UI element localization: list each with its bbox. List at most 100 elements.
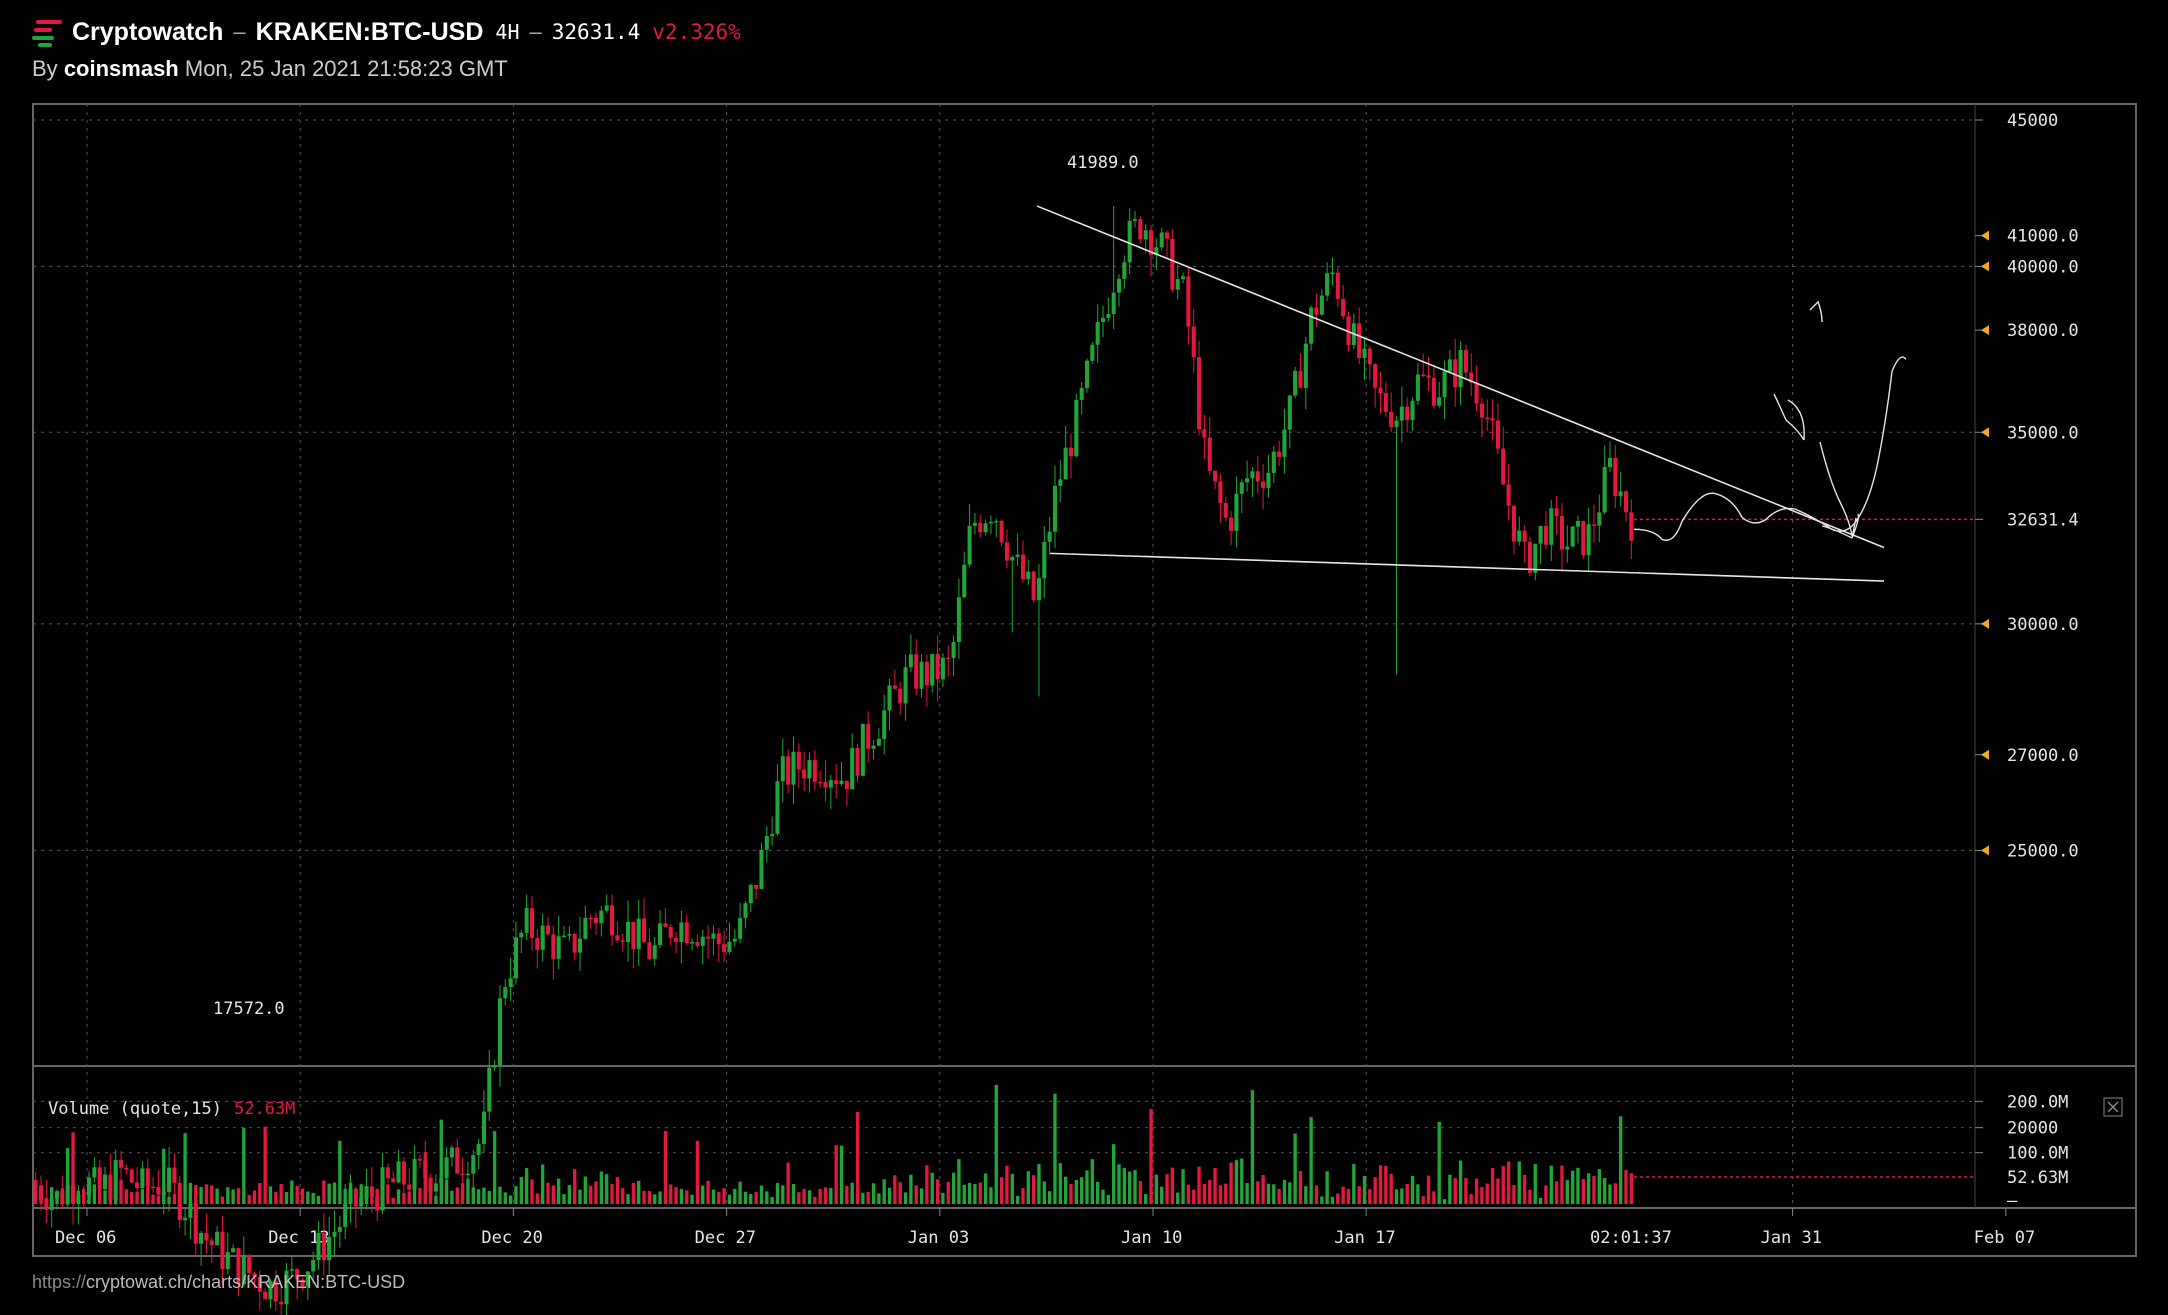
volume-bar bbox=[375, 1189, 379, 1204]
candle-body bbox=[956, 597, 961, 642]
candle-body bbox=[407, 1184, 412, 1190]
volume-bar bbox=[423, 1152, 427, 1204]
volume-bar bbox=[1602, 1178, 1607, 1204]
header-separator-2: – bbox=[529, 19, 542, 44]
chart-url[interactable]: https://cryptowat.ch/charts/KRAKEN:BTC-U… bbox=[32, 1272, 405, 1293]
author-name[interactable]: coinsmash bbox=[63, 56, 179, 81]
volume-bar bbox=[1314, 1185, 1319, 1204]
candle-body bbox=[1431, 377, 1436, 406]
volume-bar bbox=[103, 1190, 107, 1204]
volume-bar bbox=[877, 1193, 881, 1204]
candle-body bbox=[103, 1174, 108, 1190]
candle-body bbox=[706, 936, 711, 939]
candle-body bbox=[412, 1158, 417, 1190]
timeframe-label: 4H bbox=[495, 20, 520, 44]
candle-body bbox=[903, 667, 908, 704]
volume-bar bbox=[914, 1185, 918, 1204]
volume-bar bbox=[1416, 1184, 1420, 1204]
alert-marker-icon bbox=[1981, 749, 1989, 760]
volume-bar bbox=[524, 1167, 529, 1204]
candle-body bbox=[1229, 517, 1234, 531]
candle-body bbox=[914, 654, 919, 689]
candle-body bbox=[1250, 471, 1255, 479]
current-time-label: 02:01:37 bbox=[1590, 1228, 1672, 1248]
volume-bar bbox=[1421, 1196, 1425, 1204]
volume-bar bbox=[1250, 1090, 1255, 1204]
candle-body bbox=[172, 1167, 177, 1183]
volume-bar bbox=[1346, 1188, 1351, 1204]
volume-bar bbox=[1474, 1178, 1479, 1204]
candle-body bbox=[1074, 399, 1079, 457]
volume-bar bbox=[1410, 1175, 1415, 1204]
candle-body bbox=[1298, 370, 1303, 388]
candle-body bbox=[871, 745, 876, 749]
candle-body bbox=[738, 918, 743, 939]
candle-body bbox=[1031, 571, 1036, 601]
candle-body bbox=[951, 641, 956, 659]
candle-body bbox=[978, 522, 983, 533]
candle-body bbox=[1522, 530, 1527, 542]
candle-body bbox=[1058, 479, 1063, 486]
candle-body bbox=[1629, 512, 1634, 541]
volume-bar bbox=[1026, 1171, 1030, 1204]
volume-bar bbox=[1618, 1116, 1623, 1204]
volume-tick-label: 100.0M bbox=[2007, 1144, 2068, 1164]
candle-body bbox=[828, 780, 833, 788]
candle-body bbox=[460, 1173, 465, 1176]
candle-body bbox=[529, 908, 535, 938]
close-indicator-icon[interactable] bbox=[2103, 1097, 2123, 1117]
volume-bar bbox=[882, 1179, 886, 1204]
candle-body bbox=[1506, 484, 1511, 506]
volume-bar bbox=[514, 1186, 518, 1204]
volume-bar bbox=[861, 1192, 865, 1204]
volume-bar bbox=[1522, 1174, 1527, 1204]
volume-bar bbox=[626, 1194, 630, 1204]
volume-bar bbox=[306, 1191, 310, 1204]
candle-body bbox=[108, 1174, 113, 1200]
candle-body bbox=[231, 1248, 236, 1253]
candle-body bbox=[1186, 276, 1191, 327]
candle-body bbox=[289, 1269, 294, 1271]
volume-bar bbox=[178, 1188, 182, 1204]
candle-body bbox=[1501, 448, 1506, 485]
volume-bar bbox=[343, 1188, 347, 1204]
volume-bar bbox=[87, 1190, 91, 1204]
volume-bar bbox=[1224, 1183, 1228, 1204]
candle-body bbox=[156, 1186, 161, 1195]
candle-body bbox=[1330, 272, 1335, 275]
candle-body bbox=[1538, 526, 1543, 544]
volume-bar bbox=[759, 1185, 764, 1204]
candle-body bbox=[1591, 524, 1597, 526]
candle-body bbox=[764, 836, 769, 850]
brand-name[interactable]: Cryptowatch bbox=[72, 17, 224, 46]
candle-body bbox=[327, 1236, 332, 1261]
volume-bar bbox=[434, 1195, 438, 1204]
candle-body bbox=[999, 520, 1004, 543]
volume-bar bbox=[754, 1191, 758, 1204]
volume-bar bbox=[1613, 1183, 1617, 1204]
candle-body bbox=[1479, 403, 1484, 418]
candle-body bbox=[1421, 374, 1426, 377]
candle-body bbox=[588, 917, 593, 920]
candle-body bbox=[1127, 220, 1132, 263]
market-pair[interactable]: KRAKEN:BTC-USD bbox=[255, 17, 484, 46]
volume-bar bbox=[130, 1192, 134, 1204]
candle-body bbox=[1490, 418, 1495, 421]
candle-body bbox=[988, 521, 993, 524]
volume-bar bbox=[1341, 1186, 1345, 1204]
volume-bar bbox=[540, 1164, 545, 1204]
candle-body bbox=[1474, 382, 1479, 404]
candle-body bbox=[722, 944, 727, 952]
candle-body bbox=[1341, 298, 1346, 317]
volume-bar bbox=[1234, 1160, 1239, 1204]
candle-body bbox=[962, 564, 967, 598]
candle-body bbox=[668, 926, 673, 938]
close-x-icon bbox=[2107, 1101, 2119, 1113]
candle-body bbox=[444, 1157, 449, 1179]
volume-bar bbox=[615, 1176, 620, 1204]
volume-bar bbox=[279, 1184, 283, 1204]
candle-body bbox=[946, 657, 951, 660]
cryptowatch-logo-icon bbox=[32, 17, 62, 47]
volume-bar bbox=[487, 1190, 491, 1204]
